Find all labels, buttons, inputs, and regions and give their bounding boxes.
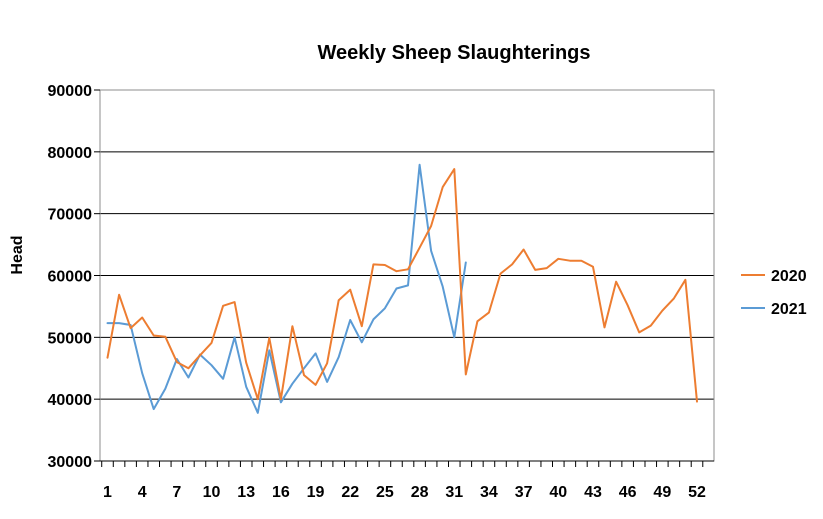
x-tick-label: 49: [653, 484, 671, 501]
x-tick-label: 43: [584, 484, 602, 501]
y-tick-label: 60000: [48, 269, 93, 286]
y-tick-label: 70000: [48, 207, 93, 224]
y-tick-label: 30000: [48, 454, 93, 471]
y-tick-label: 80000: [48, 145, 93, 162]
x-tick-label: 34: [480, 484, 498, 501]
x-tick-label: 37: [515, 484, 533, 501]
x-tick-label: 1: [103, 484, 112, 501]
x-tick-label: 46: [619, 484, 637, 501]
y-axis-label: Head: [9, 235, 26, 274]
y-tick-label: 90000: [48, 83, 93, 100]
series-line-2020: [106, 168, 698, 403]
x-tick-label: 31: [445, 484, 463, 501]
legend-label-2021: 2021: [771, 301, 807, 318]
x-tick-label: 19: [307, 484, 325, 501]
y-tick-label: 40000: [48, 392, 93, 409]
x-tick-label: 28: [411, 484, 429, 501]
x-tick-label: 10: [203, 484, 221, 501]
legend: 2020 2021: [741, 268, 807, 318]
x-tick-label: 22: [341, 484, 359, 501]
series-lines: [106, 163, 698, 414]
x-tick-label: 40: [549, 484, 567, 501]
legend-label-2020: 2020: [771, 268, 807, 285]
x-tick-label: 52: [688, 484, 706, 501]
y-axis-tick-labels: 30000 40000 50000 60000 70000 80000 90000: [48, 83, 100, 471]
x-axis-tick-labels: 1 4 7 10 13 16 19 22 25 28 31 34 37 40 43 46 49 52: [103, 484, 706, 501]
x-tick-label: 4: [138, 484, 147, 501]
gridlines: [100, 89, 714, 400]
series-line-2021: [106, 163, 467, 414]
x-tick-label: 13: [237, 484, 255, 501]
chart-title: Weekly Sheep Slaughterings: [317, 42, 590, 64]
x-tick-label: 7: [172, 484, 181, 501]
x-tick-label: 16: [272, 484, 290, 501]
x-tick-label: 25: [376, 484, 394, 501]
x-axis: [100, 460, 714, 467]
y-tick-label: 50000: [48, 330, 93, 347]
